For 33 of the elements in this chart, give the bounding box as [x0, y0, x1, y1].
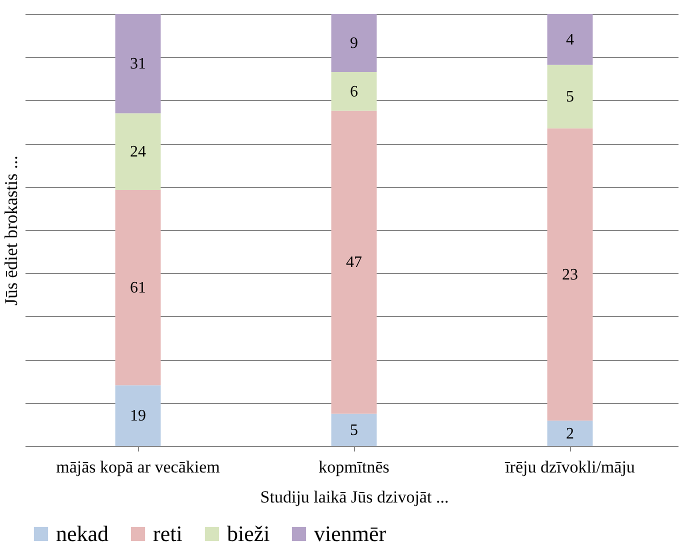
legend-label: bieži: [227, 521, 270, 543]
data-label: 9: [350, 35, 358, 52]
data-label: 5: [350, 422, 358, 439]
data-label: 2: [566, 425, 574, 442]
bar: [331, 110, 377, 414]
data-label: 6: [350, 83, 358, 100]
x-axis-title: Studiju laikā Jūs dzivojāt ...: [260, 488, 449, 506]
bar: [115, 190, 161, 386]
bar: [547, 420, 593, 446]
x-tick-label: mājās kopā ar vecākiem: [56, 458, 220, 476]
data-label: 47: [346, 254, 362, 272]
legend-label: reti: [153, 521, 182, 543]
bar: [331, 414, 377, 446]
y-axis-title: Jūs ēdiet brokastis ...: [1, 156, 21, 306]
legend-label: nekad: [56, 521, 109, 543]
x-tick-label: kopmītnēs: [318, 458, 390, 476]
legend-label: vienmēr: [314, 521, 387, 543]
data-label: 61: [130, 280, 146, 297]
bar: [115, 385, 161, 446]
data-label: 24: [130, 144, 146, 161]
bar: [115, 113, 161, 190]
data-label: 31: [130, 56, 146, 73]
x-tick-label: īrēju dzīvokli/māju: [504, 458, 636, 476]
data-label: 5: [566, 88, 574, 106]
data-label: 4: [566, 31, 574, 48]
bar: [115, 14, 161, 114]
data-label: 23: [562, 266, 578, 284]
data-label: 19: [130, 408, 146, 425]
bar: [547, 64, 593, 128]
bar: [547, 14, 593, 65]
bar: [331, 72, 377, 111]
bar: [547, 128, 593, 421]
bar: [331, 14, 377, 72]
